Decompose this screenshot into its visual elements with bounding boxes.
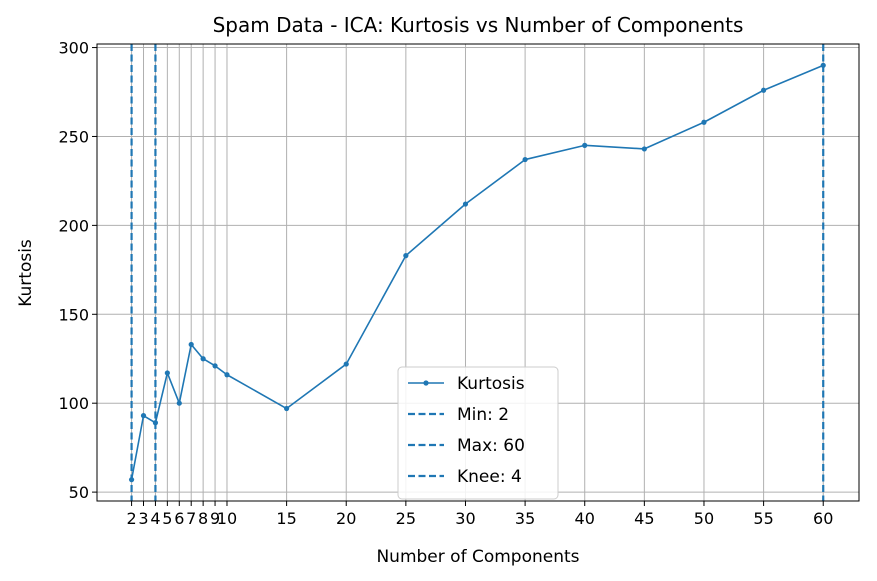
x-tick-label: 30 [455,509,475,528]
data-point [582,142,588,148]
plot-frame [96,43,860,502]
data-point [343,361,349,367]
x-tick-label: 10 [217,509,237,528]
data-point [212,363,218,369]
x-tick-label: 6 [174,509,184,528]
legend: Kurtosis Min: 2 Max: 60 Knee: 4 [397,366,559,500]
x-tick-label: 55 [753,509,773,528]
y-tick-label: 150 [58,305,89,324]
x-tick-label: 5 [162,509,172,528]
x-tick-label: 45 [634,509,654,528]
x-tick-label: 15 [276,509,296,528]
legend-label: Kurtosis [457,374,525,394]
x-tick-label: 7 [186,509,196,528]
data-point [164,370,170,376]
legend-box [397,366,559,500]
data-point [820,62,826,68]
y-tick-label: 50 [69,483,89,502]
x-tick-label: 2 [126,509,136,528]
data-point [462,201,469,207]
x-tick-label: 35 [515,509,535,528]
legend-label: Min: 2 [457,405,509,425]
x-tick-label: 4 [150,509,160,528]
x-tick-label: 20 [336,509,356,528]
y-axis-label: Kurtosis [16,239,36,307]
x-axis-label: Number of Components [376,547,579,567]
data-point [522,156,528,163]
data-point [128,477,135,483]
chart-title: Spam Data - ICA: Kurtosis vs Number of C… [213,13,744,37]
legend-label: Max: 60 [457,436,525,456]
y-tick-label: 300 [58,39,89,58]
y-tick-label: 200 [58,216,89,235]
y-tick-label: 100 [58,394,89,413]
x-tick-label: 8 [198,509,208,528]
data-point [200,356,206,362]
x-tick-label: 40 [575,509,595,528]
y-tick-label: 250 [58,127,89,146]
data-point [641,146,647,152]
data-point [701,119,707,125]
x-tick-label: 50 [694,509,714,528]
legend-label: Knee: 4 [457,467,522,487]
data-point [152,420,159,426]
x-tick-label: 60 [813,509,833,528]
x-tick-label: 9 [210,509,220,528]
data-point [224,372,230,378]
legend-swatch-marker [423,380,429,386]
data-point [284,405,290,412]
data-point [188,341,194,348]
x-tick-label: 25 [396,509,416,528]
y-axis: 50 100 150 200 250 300 [58,39,97,502]
data-point [761,87,767,93]
series [128,62,826,483]
data-point [176,400,182,406]
x-tick-label: 3 [138,509,148,528]
data-point [403,253,409,259]
data-point [140,413,147,419]
x-axis: 2 3 4 5 6 7 8 910 15 20 25 30 35 40 45 50 55 60 [126,501,833,528]
